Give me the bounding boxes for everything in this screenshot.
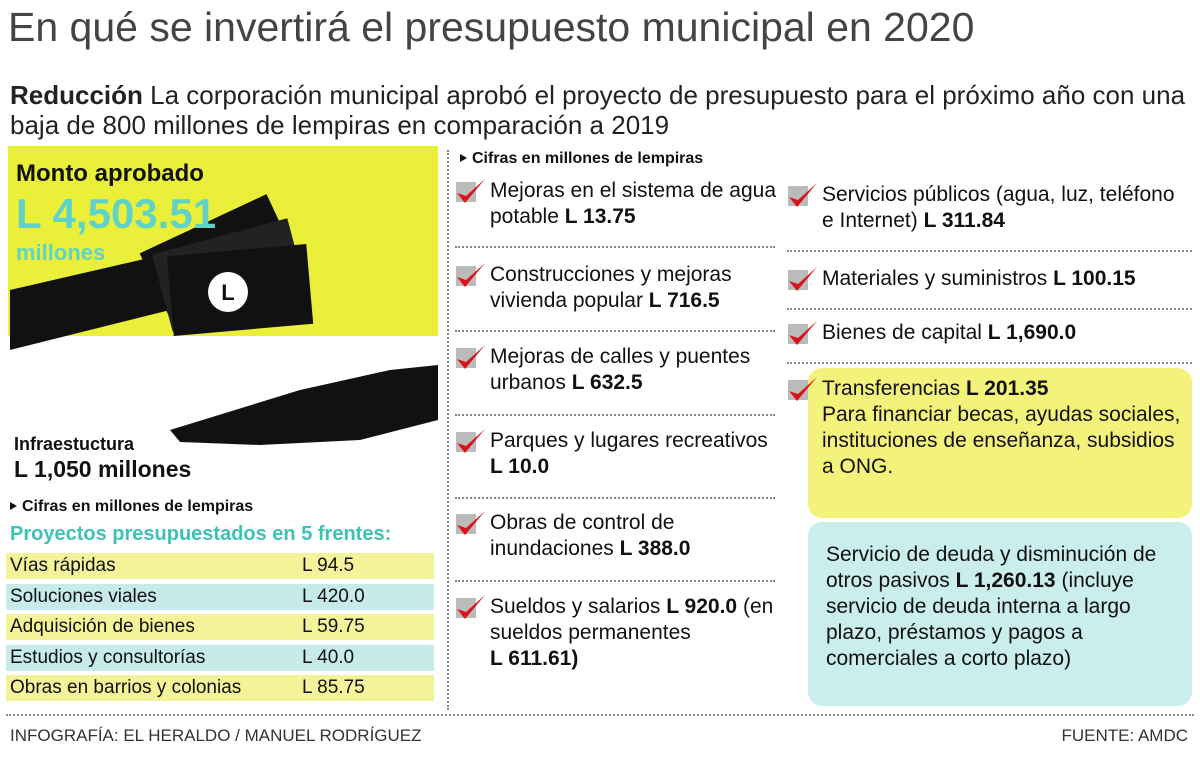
- item-text: Obras de control de inundaciones: [490, 511, 675, 560]
- item-text: Mejoras de calles y puentes urbanos: [490, 345, 751, 394]
- units-note: Cifras en millones de lempiras: [460, 150, 703, 168]
- separator: [455, 414, 775, 416]
- project-amount: L 420.0: [302, 585, 365, 607]
- item: Obras de control de inundaciones L 388.0: [490, 510, 780, 562]
- project-amount: L 40.0: [302, 646, 355, 668]
- project-name: Obras en barrios y colonias: [10, 677, 242, 698]
- infrastructure-amount: L 1,050 millones: [14, 456, 192, 482]
- lead-bold: Reducción: [10, 80, 143, 110]
- item-amount: L 1,690.0: [987, 321, 1077, 344]
- separator: [455, 330, 775, 332]
- separator: [455, 497, 775, 499]
- debt-box: [808, 522, 1192, 706]
- svg-text:L: L: [221, 280, 234, 305]
- projects-title: Proyectos presupuestados en 5 frentes:: [10, 523, 392, 545]
- approved-label: Monto aprobado: [16, 160, 204, 187]
- item-amount: L 13.75: [564, 205, 636, 228]
- project-row: Obras en barrios y colonias L 85.75: [6, 675, 434, 701]
- item-amount: L 100.15: [1053, 267, 1136, 290]
- separator: [787, 250, 1192, 252]
- project-name: Adquisición de bienes: [10, 616, 195, 637]
- checkmark: [788, 267, 817, 291]
- item-note-amount: L 611.61): [490, 647, 579, 670]
- checkmark: [788, 183, 817, 207]
- project-name: Soluciones viales: [10, 585, 157, 607]
- transfer-box: [808, 368, 1192, 518]
- item: Bienes de capital L 1,690.0: [822, 320, 1182, 346]
- lead: Reducción La corporación municipal aprob…: [10, 80, 1195, 140]
- item-text: Mejoras en el sistema de agua potable: [490, 179, 776, 228]
- units-note: Cifras en millones de lempiras: [10, 498, 253, 516]
- separator: [455, 580, 775, 582]
- separator: [455, 246, 775, 248]
- separator: [787, 308, 1192, 310]
- item-amount: L 1,260.13: [955, 569, 1056, 592]
- item-text: Sueldos y salarios: [490, 595, 661, 618]
- item-text: Servicio de deuda y disminución de otros…: [826, 543, 1157, 592]
- item: Parques y lugares recreativos L 10.0: [490, 428, 780, 480]
- item-note: (en sueldos permanentes: [490, 595, 774, 644]
- item-text: Construcciones y mejoras vivienda popula…: [490, 263, 732, 312]
- item: Servicio de deuda y disminución de otros…: [826, 542, 1176, 672]
- footer-source: FUENTE: AMDC: [1061, 726, 1188, 745]
- item-text: Servicios públicos (agua, luz, teléfono …: [822, 183, 1175, 232]
- item: Sueldos y salarios L 920.0 (en sueldos p…: [490, 594, 780, 672]
- project-amount: L 94.5: [302, 555, 355, 576]
- project-amount: L 85.75: [302, 677, 365, 698]
- item-amount: L 716.5: [648, 289, 720, 312]
- project-name: Vías rápidas: [10, 555, 116, 576]
- item: Construcciones y mejoras vivienda popula…: [490, 262, 780, 314]
- title: En qué se invertirá el presupuesto munic…: [8, 4, 975, 50]
- item: Servicios públicos (agua, luz, teléfono …: [822, 182, 1182, 234]
- item-text: Materiales y suministros: [822, 267, 1048, 290]
- checkmark: [456, 345, 485, 369]
- project-row: Estudios y consultorías L 40.0: [6, 644, 434, 671]
- project-name: Estudios y consultorías: [10, 646, 206, 668]
- item-amount: L 632.5: [571, 371, 643, 394]
- item: Transferencias L 201.35 Para financiar be…: [822, 376, 1182, 480]
- checkmark: [788, 377, 817, 401]
- lead-text: La corporación municipal aprobó el proye…: [10, 80, 1186, 140]
- checkmark: [456, 595, 485, 619]
- item-note: (incluye servicio de deuda interna a lar…: [826, 569, 1134, 670]
- money-illustration: L: [10, 194, 438, 445]
- item-amount: L 388.0: [619, 537, 691, 560]
- checkmark: [456, 263, 485, 287]
- project-amount: L 59.75: [302, 616, 365, 637]
- item: Mejoras de calles y puentes urbanos L 63…: [490, 344, 780, 396]
- item-amount: L 920.0: [666, 595, 738, 618]
- footer-rule: [6, 714, 1194, 716]
- approved-unit: millones: [16, 240, 106, 265]
- checkmark: [788, 321, 817, 345]
- footer-credit: INFOGRAFÍA: EL HERALDO / MANUEL RODRÍGUE…: [10, 726, 422, 745]
- project-row: Soluciones viales L 420.0: [6, 583, 434, 610]
- item-note: Para financiar becas, ayudas sociales, i…: [822, 403, 1181, 478]
- checkmark: [456, 429, 485, 453]
- item-amount: L 201.35: [965, 377, 1049, 400]
- item-amount: L 10.0: [490, 455, 550, 478]
- infrastructure-label: Infraestuctura: [14, 434, 135, 454]
- column-divider: [447, 150, 449, 710]
- checkmark: [456, 511, 485, 535]
- checkmark: [456, 179, 485, 203]
- item-text: Bienes de capital: [822, 321, 982, 344]
- item: Materiales y suministros L 100.15: [822, 266, 1182, 292]
- project-row: Adquisición de bienes L 59.75: [6, 614, 434, 640]
- item: Mejoras en el sistema de agua potable L …: [490, 178, 780, 230]
- item-text: Parques y lugares recreativos: [490, 429, 768, 452]
- item-text: Transferencias: [822, 377, 961, 400]
- project-row: Vías rápidas L 94.5: [6, 553, 434, 579]
- item-amount: L 311.84: [923, 209, 1005, 232]
- approved-amount: L 4,503.51: [16, 190, 217, 237]
- separator: [787, 362, 1192, 364]
